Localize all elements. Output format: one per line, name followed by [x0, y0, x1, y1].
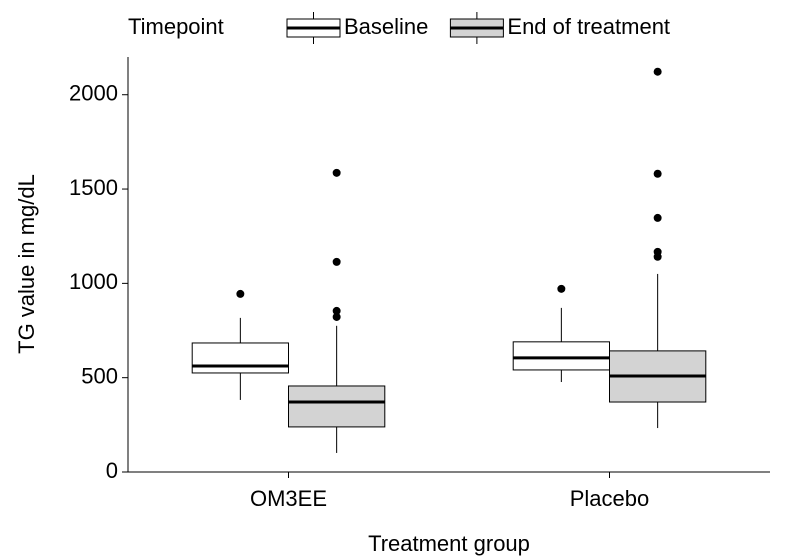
y-tick-label: 1000: [69, 269, 118, 294]
outlier: [653, 247, 662, 256]
y-tick-label: 500: [81, 363, 118, 388]
y-tick-label: 2000: [69, 81, 118, 106]
box: [288, 385, 386, 428]
outlier: [332, 168, 341, 177]
x-tick-label: Placebo: [570, 486, 650, 511]
legend-label: Baseline: [344, 14, 428, 39]
outlier: [236, 289, 245, 298]
legend-label: End of treatment: [507, 14, 670, 39]
box: [191, 342, 289, 374]
outlier: [332, 306, 341, 315]
outlier: [332, 257, 341, 266]
y-tick-label: 1500: [69, 175, 118, 200]
x-tick-label: OM3EE: [250, 486, 327, 511]
outlier: [557, 284, 566, 293]
outlier: [332, 312, 341, 321]
outlier: [653, 67, 662, 76]
outlier: [653, 169, 662, 178]
y-tick-label: 0: [106, 458, 118, 483]
legend-title: Timepoint: [128, 14, 224, 39]
x-axis-title: Treatment group: [368, 531, 530, 556]
outlier: [653, 213, 662, 222]
y-axis-title: TG value in mg/dL: [14, 174, 39, 354]
box: [512, 341, 611, 371]
